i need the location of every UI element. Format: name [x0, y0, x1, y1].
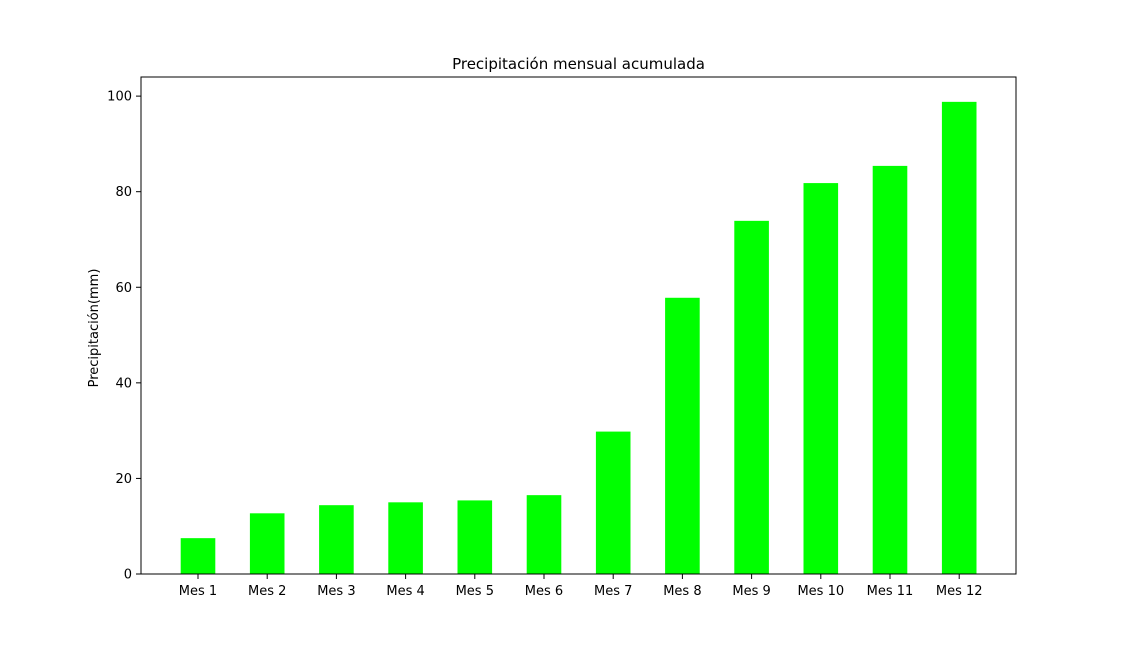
- x-tick-label: Mes 12: [936, 584, 983, 599]
- y-tick-label: 100: [107, 90, 132, 105]
- x-axis-ticks: Mes 1 Mes 2 Mes 3 Mes 4 Mes 5 Mes 6 Mes 7 Mes 8…: [179, 574, 983, 599]
- y-tick-label: 0: [124, 568, 132, 583]
- bar-2: [249, 513, 285, 574]
- x-tick-label: Mes 7: [594, 584, 632, 599]
- bar-7: [595, 431, 631, 574]
- x-tick-label: Mes 4: [386, 584, 424, 599]
- x-tick-label: Mes 3: [317, 584, 355, 599]
- bar-3: [319, 505, 354, 574]
- y-tick-label: 40: [115, 376, 132, 391]
- bar-10: [803, 183, 839, 574]
- bars-layer: [180, 101, 977, 574]
- y-tick-label: 20: [115, 472, 132, 487]
- x-tick-label: Mes 10: [797, 584, 844, 599]
- x-tick-label: Mes 9: [732, 584, 770, 599]
- bar-9: [734, 220, 769, 574]
- bar-1: [180, 538, 216, 574]
- chart-title: Precipitación mensual acumulada: [452, 55, 705, 73]
- y-axis-ticks: 0 20 40 60 80 100: [107, 90, 141, 583]
- bar-8: [665, 297, 700, 574]
- x-tick-label: Mes 11: [867, 584, 914, 599]
- bar-6: [526, 495, 562, 574]
- x-tick-label: Mes 2: [248, 584, 286, 599]
- bar-5: [457, 500, 493, 574]
- x-tick-label: Mes 6: [525, 584, 563, 599]
- plot-frame: [140, 76, 1017, 575]
- y-tick-label: 80: [115, 185, 132, 200]
- x-tick-label: Mes 5: [456, 584, 494, 599]
- bar-12: [941, 101, 977, 574]
- bar-4: [388, 502, 423, 574]
- x-tick-label: Mes 8: [663, 584, 701, 599]
- x-tick-label: Mes 1: [179, 584, 217, 599]
- y-axis-label: Precipitación(mm): [87, 269, 102, 388]
- y-tick-label: 60: [115, 281, 132, 296]
- bar-11: [872, 165, 908, 574]
